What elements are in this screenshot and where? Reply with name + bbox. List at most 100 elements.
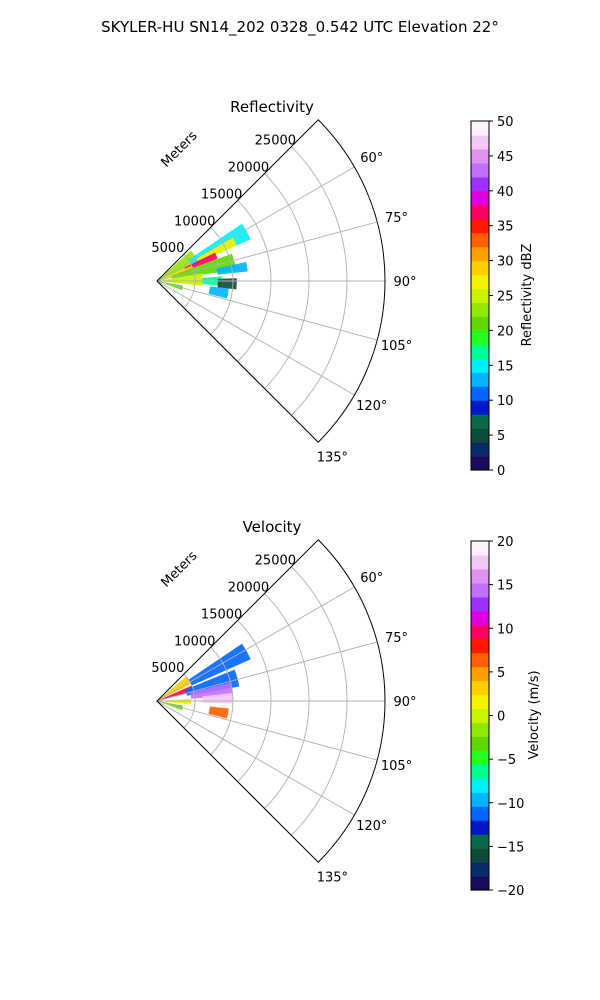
colorbar-tick-label: 45 (497, 150, 514, 165)
colorbar-segment (471, 764, 489, 779)
colorbar-tick-label: 15 (497, 359, 514, 374)
colorbar-segment (471, 778, 489, 793)
azimuth-spoke (156, 166, 355, 282)
colorbar-tick-label: 15 (497, 579, 514, 594)
reflectivity-title: Reflectivity (230, 98, 314, 116)
colorbar-segment (471, 288, 489, 304)
colorbar-segment (471, 442, 489, 457)
velocity-colorbar: −20 −15 −10 −5 0 5 10 15 20 (470, 535, 524, 899)
radial-tick-label: 25000 (255, 134, 296, 149)
colorbar-segment (471, 148, 489, 164)
colorbar-tick-label: −10 (497, 797, 524, 812)
figure-title: SKYLER-HU SN14_202 0328_0.542 UTC Elevat… (101, 18, 499, 37)
colorbar-segment (471, 176, 489, 192)
echo-region (157, 265, 194, 281)
echo-region (157, 250, 199, 281)
colorbar-tick-label: −5 (497, 753, 516, 768)
azimuth-tick-label: 75° (385, 631, 408, 646)
colorbar-segment (471, 274, 489, 290)
sector-outline (156, 539, 386, 863)
azimuth-tick-label: 120° (356, 399, 387, 414)
radial-tick-label: 20000 (228, 161, 269, 176)
colorbar-tick-label: 30 (497, 255, 514, 270)
colorbar-segment (471, 666, 489, 682)
colorbar-segment (471, 260, 489, 276)
azimuth-spoke (156, 641, 378, 702)
colorbar-segment (471, 792, 489, 807)
echo-region (157, 698, 192, 705)
echo-region (184, 252, 218, 271)
velocity-panel: Velocity 5000 10000 15000 20000 25000 60° 75° 9… (151, 518, 542, 899)
echo-region (208, 706, 229, 719)
radial-tick-label: 10000 (174, 214, 215, 229)
colorbar-segment (471, 428, 489, 443)
colorbar-segment (471, 736, 489, 751)
colorbar-tick-label: 40 (497, 185, 514, 200)
echo-region (157, 273, 203, 286)
colorbar-segment (471, 652, 489, 668)
colorbar-segment (471, 358, 489, 373)
azimuth-tick-label: 135° (317, 450, 348, 465)
echo-region (157, 676, 192, 701)
reflectivity-radial-label: Meters (159, 128, 201, 170)
echo-region (157, 685, 194, 701)
colorbar-tick-label: 5 (497, 666, 505, 681)
colorbar-tick-label: −20 (497, 884, 524, 899)
azimuth-tick-label: 120° (356, 819, 387, 834)
colorbar-tick-label: 50 (497, 115, 514, 130)
colorbar-segment (471, 596, 489, 612)
colorbar-tick-label: 35 (497, 220, 514, 235)
radial-tick-label: 10000 (174, 634, 215, 649)
echo-region (208, 286, 229, 299)
colorbar-segment (471, 302, 489, 318)
reflectivity-colorbar-label: Reflectivity dBZ (520, 244, 535, 347)
radial-tick-label: 5000 (151, 241, 184, 256)
colorbar-tick-label: 0 (497, 464, 505, 479)
azimuth-tick-label: 90° (393, 695, 416, 710)
colorbar-segment (471, 750, 489, 765)
colorbar-segment (471, 414, 489, 429)
colorbar-tick-label: 10 (497, 622, 514, 637)
colorbar-segment (471, 330, 489, 345)
colorbar-segment (471, 694, 489, 710)
reflectivity-panel: Reflectivity 5000 10000 15000 20000 25000 60°… (151, 98, 535, 479)
colorbar-segment (471, 232, 489, 248)
azimuth-tick-label: 60° (360, 151, 383, 166)
colorbar-tick-label: 5 (497, 429, 505, 444)
colorbar-segment (471, 400, 489, 415)
colorbar-segment (471, 680, 489, 696)
colorbar-segment (471, 862, 489, 877)
colorbar-segment (471, 834, 489, 849)
echo-region (196, 237, 237, 263)
reflectivity-grid (156, 119, 386, 443)
azimuth-spoke (156, 221, 378, 282)
radial-tick-label: 5000 (151, 661, 184, 676)
colorbar-segment (471, 848, 489, 863)
colorbar-segment (471, 722, 489, 738)
colorbar-segment (471, 806, 489, 821)
colorbar-segment (471, 162, 489, 178)
colorbar-segment (471, 638, 489, 654)
colorbar-segment (471, 610, 489, 626)
colorbar-segment (471, 190, 489, 206)
colorbar-tick-label: 0 (497, 710, 505, 725)
colorbar-segment (471, 121, 489, 136)
colorbar-segment (471, 554, 489, 570)
sector-outline (156, 119, 386, 443)
colorbar-segment (471, 568, 489, 584)
colorbar-segment (471, 134, 489, 150)
azimuth-spoke (156, 700, 378, 761)
velocity-colorbar-label: Velocity (m/s) (527, 670, 542, 759)
azimuth-spoke (156, 280, 355, 396)
echo-region (157, 281, 184, 291)
colorbar-segment (471, 372, 489, 387)
colorbar-segment (471, 624, 489, 640)
colorbar-segment (471, 386, 489, 401)
colorbar-segment (471, 246, 489, 262)
azimuth-spoke (156, 280, 378, 341)
colorbar-tick-label: 10 (497, 394, 514, 409)
colorbar-tick-label: −15 (497, 840, 524, 855)
azimuth-tick-label: 90° (393, 275, 416, 290)
reflectivity-tick-labels: 5000 10000 15000 20000 25000 60° 75° 90° 105° 120… (151, 134, 416, 466)
radial-tick-label: 25000 (255, 554, 296, 569)
